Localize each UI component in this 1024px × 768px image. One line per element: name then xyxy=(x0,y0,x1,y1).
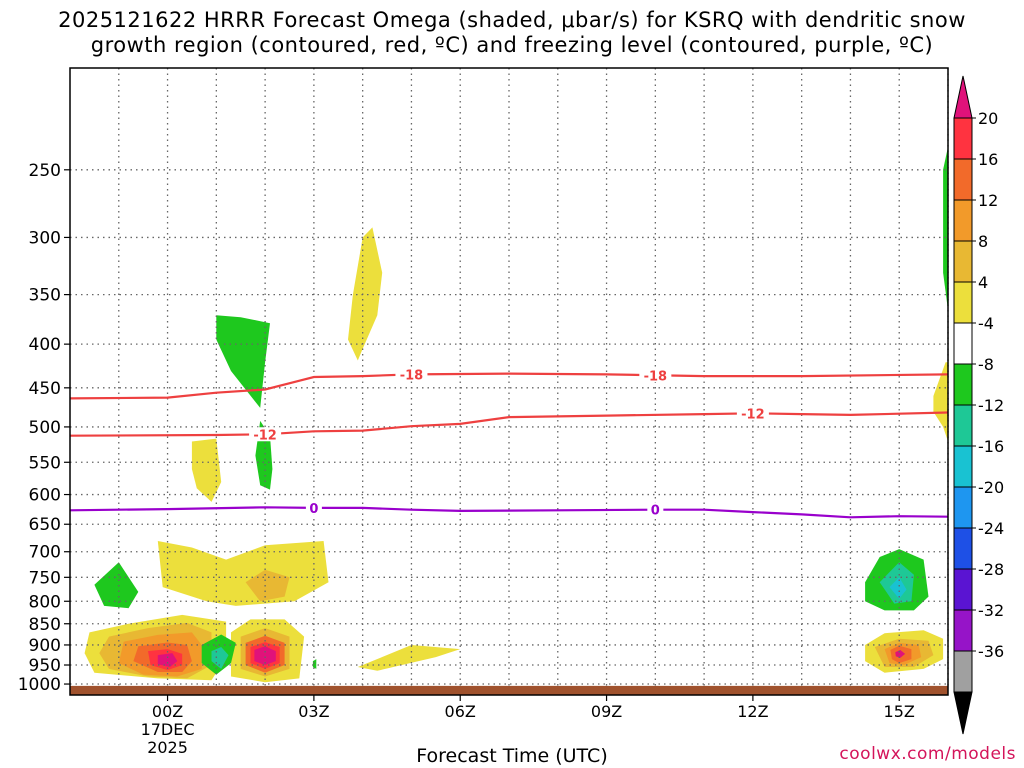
x-tick-label: 06Z xyxy=(445,702,476,721)
colorbar-label: -24 xyxy=(978,519,1004,538)
omega-region-4 xyxy=(357,645,461,671)
contour-label-bg xyxy=(639,368,672,383)
chart-title-line-2: growth region (contoured, red, ºC) and f… xyxy=(90,33,934,57)
contour-line xyxy=(70,506,948,519)
x-tick-label: 15Z xyxy=(884,702,915,721)
omega-region--4 xyxy=(312,659,317,669)
colorbar-cell xyxy=(953,650,973,693)
y-tick-label: 500 xyxy=(29,418,61,438)
colorbar-cell xyxy=(953,445,973,488)
contour-label: 0 xyxy=(651,504,660,519)
colorbar-label: 16 xyxy=(978,150,998,169)
colorbar-label: -16 xyxy=(978,437,1004,456)
omega-region-4 xyxy=(348,227,383,361)
x-tick-label: 00Z xyxy=(152,702,183,721)
x-tick-label: 03Z xyxy=(298,702,329,721)
colorbar-label: 12 xyxy=(978,191,998,210)
contour-label: 0 xyxy=(309,502,318,517)
contour-label: -12 xyxy=(253,428,277,443)
y-tick-label: 1000 xyxy=(18,675,61,695)
omega-region-20plus xyxy=(895,649,906,658)
x-tick-year: 2025 xyxy=(147,738,188,757)
colorbar-cell xyxy=(953,609,973,652)
colorbar-cell xyxy=(953,404,973,447)
y-tick-label: 750 xyxy=(29,568,61,588)
colorbar-label: 8 xyxy=(978,232,988,251)
y-tick-label: 350 xyxy=(29,286,61,306)
x-tick-label: 09Z xyxy=(591,702,622,721)
omega-region--4 xyxy=(943,146,948,311)
ground-strip xyxy=(70,685,948,695)
x-axis-label: Forecast Time (UTC) xyxy=(416,745,608,767)
x-tick-date: 17DEC xyxy=(141,720,195,739)
colorbar-cell xyxy=(953,486,973,529)
colorbar-cell xyxy=(953,281,973,324)
colorbar-cell xyxy=(953,363,973,406)
y-tick-label: 950 xyxy=(29,656,61,676)
y-tick-label: 700 xyxy=(29,543,61,563)
y-tick-label: 650 xyxy=(29,515,61,535)
contour-label: -18 xyxy=(400,368,424,383)
contour-label-bg xyxy=(647,502,664,517)
omega-region--4 xyxy=(94,562,139,609)
colorbar-label: -12 xyxy=(978,396,1004,415)
colorbar-cell xyxy=(953,199,973,242)
y-tick-label: 550 xyxy=(29,453,61,473)
chart-title-line-1: 2025121622 HRRR Forecast Omega (shaded, … xyxy=(58,8,966,32)
contour-label: -18 xyxy=(644,369,668,384)
colorbar-label: -36 xyxy=(978,642,1004,661)
omega-region--12 xyxy=(889,577,907,599)
colorbar-label: -32 xyxy=(978,601,1004,620)
colorbar-label: 20 xyxy=(978,109,998,128)
colorbar-label: -4 xyxy=(978,314,994,333)
omega-region-4 xyxy=(933,362,948,442)
y-tick-label: 400 xyxy=(29,335,61,355)
y-tick-label: 600 xyxy=(29,486,61,506)
y-tick-label: 450 xyxy=(29,379,61,399)
y-tick-label: 300 xyxy=(29,228,61,248)
contour-label-bg xyxy=(736,406,769,421)
colorbar-cell xyxy=(953,322,973,365)
plot-frame xyxy=(69,67,949,696)
colorbar-cell xyxy=(953,527,973,570)
colorbar-top-arrow xyxy=(953,75,973,119)
colorbar: 20 16 12 8 4 -4 -8 -12 -16 -20 -24 -28 -32 -36 xyxy=(953,75,1004,735)
y-tick-label: 850 xyxy=(29,615,61,635)
colorbar-bottom-arrow xyxy=(953,691,973,735)
y-tick-label: 900 xyxy=(29,636,61,656)
contour-label-bg xyxy=(305,500,322,515)
contour-label: -12 xyxy=(741,407,765,422)
credit-link[interactable]: coolwx.com/models xyxy=(839,744,1016,764)
contours: -18 -18 -12 -12 0 0 xyxy=(70,367,948,519)
colorbar-label: -8 xyxy=(978,355,994,374)
omega-region-4 xyxy=(191,438,222,502)
omega-region-8 xyxy=(245,569,290,602)
contour-line xyxy=(70,372,948,400)
colorbar-label: 4 xyxy=(978,273,988,292)
omega-region-20plus xyxy=(254,646,276,665)
omega-region--4 xyxy=(216,315,270,408)
colorbar-cell xyxy=(953,158,973,201)
y-tick-label: 250 xyxy=(29,161,61,181)
y-tick-label: 800 xyxy=(29,592,61,612)
contour-label-bg xyxy=(395,367,428,382)
omega-region-20plus xyxy=(157,653,178,667)
colorbar-cell xyxy=(953,240,973,283)
colorbar-label: -28 xyxy=(978,560,1004,579)
contour-label-bg xyxy=(249,427,282,442)
colorbar-cell xyxy=(953,117,973,160)
colorbar-label: -20 xyxy=(978,478,1004,497)
x-tick-label: 12Z xyxy=(737,702,768,721)
colorbar-cell xyxy=(953,568,973,611)
